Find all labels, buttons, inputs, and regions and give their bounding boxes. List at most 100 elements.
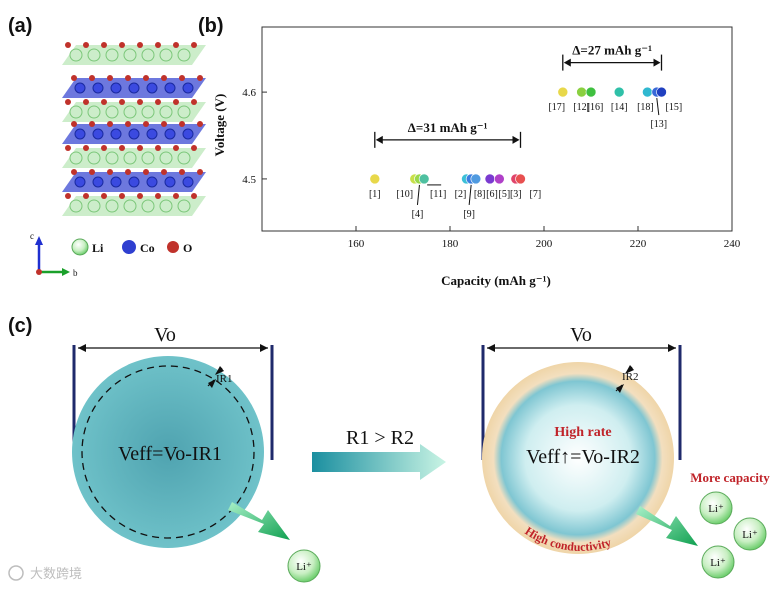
- right-li-label-1: Li⁺: [708, 503, 724, 515]
- delta-arrowhead: [375, 135, 383, 144]
- o-atom: [155, 99, 161, 105]
- co-atom: [128, 128, 140, 140]
- li-atom: [141, 48, 155, 62]
- o-atom: [161, 169, 167, 175]
- o-atom: [83, 193, 89, 199]
- li-atom: [87, 105, 101, 119]
- axis-c-label: c: [30, 231, 34, 241]
- co-atom: [146, 176, 158, 188]
- data-point: [585, 86, 597, 98]
- o-atom: [101, 145, 107, 151]
- co-atom: [182, 176, 194, 188]
- data-point: [642, 86, 653, 98]
- o-atom: [101, 42, 107, 48]
- co-atom: [146, 82, 158, 94]
- o-atom: [71, 121, 77, 127]
- o-atom: [83, 99, 89, 105]
- right-ir-label: IR2: [622, 371, 639, 383]
- delta-annotation: Δ=27 mAh g⁻¹: [572, 43, 652, 58]
- li-atom: [87, 199, 101, 213]
- x-tick-label: 200: [536, 238, 553, 250]
- x-axis-label: Capacity (mAh g⁻¹): [441, 273, 551, 288]
- o-atom: [101, 99, 107, 105]
- o-atom: [107, 169, 113, 175]
- data-point-label: [2]: [455, 189, 467, 200]
- o-atom: [119, 145, 125, 151]
- o-atom: [125, 121, 131, 127]
- delta-arrowhead: [653, 58, 661, 67]
- o-atom: [83, 145, 89, 151]
- delta-arrowhead: [512, 135, 520, 144]
- high-rate-label: High rate: [554, 425, 611, 440]
- y-axis-label: Voltage (V): [212, 94, 227, 157]
- right-arrow-shape: [312, 444, 446, 480]
- li-atom: [141, 105, 155, 119]
- li-atom: [177, 105, 191, 119]
- o-atom: [161, 75, 167, 81]
- legend-li: Li: [92, 241, 104, 255]
- co-atom: [164, 176, 176, 188]
- data-point: [557, 86, 569, 98]
- o-atom: [89, 75, 95, 81]
- data-point-label: [18]: [637, 102, 654, 113]
- data-point: [613, 86, 625, 98]
- li-atom: [69, 48, 83, 62]
- right-equation: Veff↑=Vo-IR2: [526, 446, 640, 468]
- axes-indicator: c b: [30, 231, 78, 278]
- o-atom: [65, 145, 71, 151]
- o-atom: [155, 145, 161, 151]
- legend-o: O: [183, 241, 192, 255]
- o-atom: [173, 145, 179, 151]
- o-atom: [143, 169, 149, 175]
- li-atom: [123, 105, 137, 119]
- co-atom: [164, 128, 176, 140]
- o-atom: [71, 169, 77, 175]
- x-tick-label: 180: [442, 238, 459, 250]
- o-atom: [89, 169, 95, 175]
- data-point-label: [8]: [474, 189, 486, 200]
- right-particle: Vo IR2 High rate Veff↑=Vo-IR2 High condu…: [481, 324, 770, 579]
- left-sphere: [72, 356, 264, 548]
- o-atom: [173, 193, 179, 199]
- left-particle: Vo IR1 Veff=Vo-IR1 Li⁺: [72, 324, 321, 583]
- panel-b-label: (b): [198, 15, 224, 37]
- more-capacity-label: More capacity: [690, 470, 770, 485]
- o-atom: [179, 121, 185, 127]
- li-atom: [177, 151, 191, 165]
- li-atom: [87, 151, 101, 165]
- o-atom: [191, 42, 197, 48]
- crystal-structure: [62, 42, 206, 216]
- watermark: 大数跨境: [8, 565, 82, 582]
- structure-layer: [62, 45, 206, 65]
- x-tick-label: 160: [348, 238, 365, 250]
- co-atom: [146, 128, 158, 140]
- o-atom: [191, 145, 197, 151]
- legend-co: Co: [140, 241, 155, 255]
- li-atom: [177, 48, 191, 62]
- o-legend-icon: [167, 241, 179, 253]
- data-point: [494, 173, 505, 185]
- data-point-label: [4]: [412, 209, 424, 220]
- o-atom: [71, 75, 77, 81]
- y-tick-label: 4.5: [242, 174, 256, 186]
- o-atom: [107, 75, 113, 81]
- co-legend-icon: [122, 240, 136, 254]
- o-atom: [125, 75, 131, 81]
- plot-frame: [261, 26, 733, 232]
- o-atom: [137, 99, 143, 105]
- left-li-label: Li⁺: [296, 561, 312, 573]
- delta-annotation: Δ=31 mAh g⁻¹: [408, 120, 488, 135]
- co-atom: [110, 82, 122, 94]
- o-atom: [125, 169, 131, 175]
- li-atom: [159, 151, 173, 165]
- data-point-label: [15]: [666, 102, 683, 113]
- label-leader-line: [416, 184, 420, 205]
- li-atom: [87, 48, 101, 62]
- li-atom: [159, 199, 173, 213]
- co-atom: [74, 128, 86, 140]
- data-point-label: [16]: [587, 102, 604, 113]
- left-vo-label: Vo: [154, 324, 176, 346]
- li-legend-icon: [71, 238, 89, 256]
- axis-b-label: b: [73, 268, 78, 278]
- panel-c-label: (c): [8, 315, 32, 337]
